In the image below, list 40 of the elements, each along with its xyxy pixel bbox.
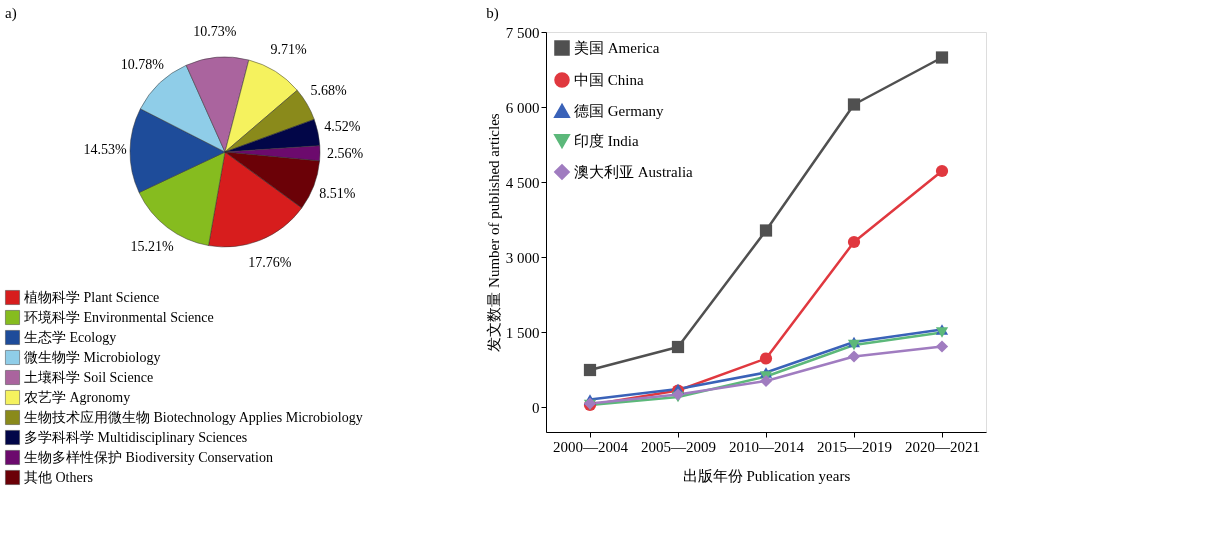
legend-label: 多学科科学 Multidisciplinary Sciences xyxy=(24,429,248,445)
x-tick-label: 2010—2014 xyxy=(729,438,805,455)
data-label: 8.51% xyxy=(319,186,356,202)
legend-label: 中国 China xyxy=(574,72,644,88)
y-tick-label: 3 000 xyxy=(505,249,540,266)
legend-label: 土壤科学 Soil Science xyxy=(24,369,154,385)
y-tick-label: 6 000 xyxy=(505,99,540,116)
chart-title: b) xyxy=(486,5,499,22)
x-axis-title: 出版年份 Publication years xyxy=(682,467,851,484)
legend-label: 环境科学 Environmental Science xyxy=(24,309,214,325)
data-label: 2.56% xyxy=(326,145,364,161)
data-label: 14.53% xyxy=(83,142,127,158)
legend-label: 印度 India xyxy=(574,133,639,149)
y-axis-title: 发文数量 Number of published articles xyxy=(485,113,502,352)
legend-label: 植物科学 Plant Science xyxy=(24,289,160,305)
legend-label: 生物技术应用微生物 Biotechnology Applies Microbiology xyxy=(24,409,363,425)
legend-label: 微生物学 Microbiology xyxy=(24,349,161,365)
x-tick-label: 2000—2004 xyxy=(553,438,629,455)
legend-label: 农艺学 Agronomy xyxy=(24,389,131,405)
data-label: 10.73% xyxy=(193,24,237,40)
data-label: 15.21% xyxy=(130,239,175,255)
data-label: 4.52% xyxy=(324,119,361,135)
y-tick-label: 4 500 xyxy=(505,174,540,191)
y-tick-label: 7 500 xyxy=(505,24,540,41)
data-label: 10.78% xyxy=(120,56,165,72)
legend-label: 澳大利亚 Australia xyxy=(574,164,694,180)
legend-label: 生物多样性保护 Biodiversity Conservation xyxy=(24,449,273,465)
x-tick-label: 2020—2021 xyxy=(905,438,980,455)
chart-title: a) xyxy=(5,5,17,23)
y-tick-label: 1 500 xyxy=(505,324,540,341)
y-tick-label: 0 xyxy=(532,399,540,416)
legend-label: 生态学 Ecology xyxy=(24,329,117,345)
legend-label: 其他 Others xyxy=(24,469,93,485)
data-label: 5.68% xyxy=(310,83,348,99)
legend-label: 美国 America xyxy=(574,40,660,56)
data-label: 9.71% xyxy=(270,42,307,58)
x-tick-label: 2005—2009 xyxy=(641,438,716,455)
legend-label: 德国 Germany xyxy=(574,103,665,119)
data-label: 17.76% xyxy=(248,255,292,271)
x-tick-label: 2015—2019 xyxy=(817,438,892,455)
